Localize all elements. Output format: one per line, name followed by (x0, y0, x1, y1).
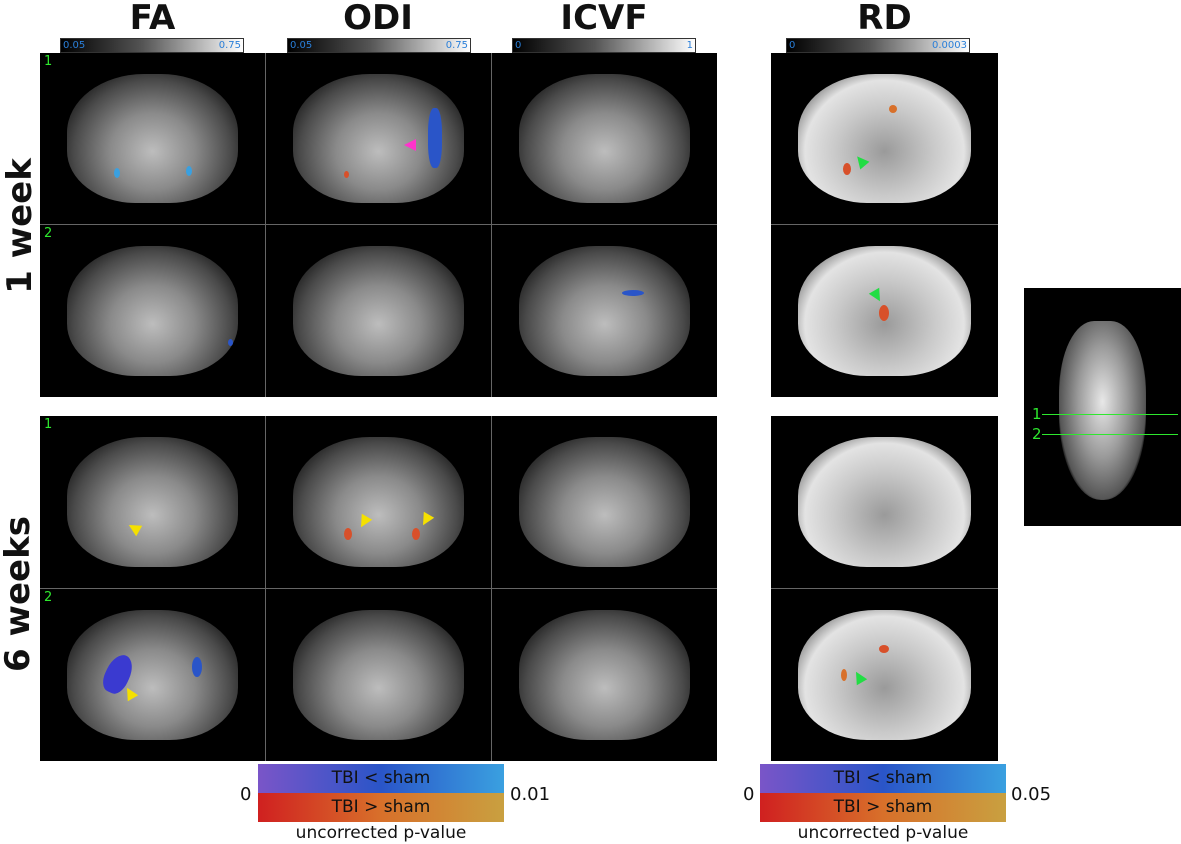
panel-1week-rd (771, 53, 998, 397)
reference-axial-image: 1 2 (1024, 288, 1181, 526)
overlay-blob (879, 645, 889, 653)
row-label-6-weeks: 6 weeks (0, 516, 38, 672)
overlay-blob (622, 290, 644, 296)
magenta-arrowhead-icon (404, 139, 416, 151)
brain-image (293, 245, 464, 377)
overlay-blob (186, 166, 192, 176)
brain-image (798, 609, 971, 741)
brain-image (519, 245, 690, 377)
brain-image (798, 436, 971, 568)
legend-left-min: 0 (240, 784, 252, 805)
cell-rd-6weeks-slice2 (771, 589, 998, 761)
cell-rd-1week-slice1 (771, 53, 998, 224)
overlay-blob (344, 171, 349, 178)
overlay-blob (841, 669, 847, 681)
panel-6weeks-left: 1 2 (40, 416, 717, 761)
slice-number: 1 (44, 54, 53, 69)
legend-red-label: TBI > sham (833, 797, 933, 817)
overlay-blob (228, 339, 233, 346)
brain-image (1058, 321, 1147, 500)
overlay-blob (889, 105, 897, 113)
cell-rd-6weeks-slice1 (771, 416, 998, 588)
legend-blue-label: TBI < sham (833, 768, 933, 788)
slice-line-label-1: 1 (1032, 405, 1042, 423)
column-header-rd: RD (857, 0, 912, 38)
brain-image (519, 73, 690, 204)
divider (771, 224, 998, 225)
brain-image (67, 73, 238, 204)
panel-1week-left: 1 2 (40, 53, 717, 397)
cell-rd-1week-slice2 (771, 225, 998, 397)
legend-blue-band (760, 764, 1006, 793)
slice-line-2 (1042, 434, 1178, 435)
colorbar-icvf-min: 0 (515, 40, 522, 51)
cell-odi-6weeks-slice1 (266, 416, 491, 588)
legend-right-min: 0 (743, 784, 755, 805)
brain-image (519, 436, 690, 568)
legend-red-band (258, 793, 504, 822)
cell-icvf-1week-slice2 (492, 225, 717, 397)
overlay-blob (428, 108, 442, 168)
row-label-1-week: 1 week (0, 158, 40, 294)
slice-number: 2 (44, 590, 53, 605)
cell-fa-6weeks-slice2: 2 (40, 589, 265, 761)
cell-fa-1week-slice1: 1 (40, 53, 265, 224)
colorbar-fa: 0.05 0.75 (60, 38, 244, 53)
legend-left-caption: uncorrected p-value (295, 823, 467, 843)
cell-icvf-6weeks-slice1 (492, 416, 717, 588)
colorbar-fa-max: 0.75 (218, 40, 241, 51)
cell-fa-1week-slice2: 2 (40, 225, 265, 397)
colorbar-rd-min: 0 (789, 40, 796, 51)
slice-line-1 (1042, 414, 1178, 415)
divider (265, 53, 266, 397)
cell-odi-6weeks-slice2 (266, 589, 491, 761)
cell-icvf-6weeks-slice2 (492, 589, 717, 761)
legend-right-caption: uncorrected p-value (797, 823, 969, 843)
legend-red-band (760, 793, 1006, 822)
column-header-odi: ODI (343, 0, 413, 38)
legend-blue-band (258, 764, 504, 793)
colorbar-icvf-max: 1 (686, 40, 693, 51)
column-header-fa: FA (129, 0, 176, 38)
brain-image (67, 436, 238, 568)
panel-6weeks-rd (771, 416, 998, 761)
cell-fa-6weeks-slice1: 1 (40, 416, 265, 588)
slice-number: 2 (44, 226, 53, 241)
colorbar-rd-max: 0.0003 (932, 40, 967, 51)
colorbar-odi: 0.05 0.75 (287, 38, 471, 53)
overlay-blob (114, 168, 120, 178)
cell-odi-1week-slice2 (266, 225, 491, 397)
column-header-icvf: ICVF (560, 0, 648, 38)
brain-image (798, 73, 971, 204)
legend-right-max: 0.05 (1011, 784, 1052, 805)
legend-left-max: 0.01 (510, 784, 551, 805)
legend-left: TBI < sham TBI > sham (258, 764, 504, 822)
brain-image (293, 436, 464, 568)
legend-red-label: TBI > sham (331, 797, 431, 817)
colorbar-odi-max: 0.75 (445, 40, 468, 51)
cell-odi-1week-slice1 (266, 53, 491, 224)
divider (40, 588, 717, 589)
slice-number: 1 (44, 417, 53, 432)
overlay-blob (843, 163, 851, 175)
overlay-blob (192, 657, 202, 677)
legend-blue-label: TBI < sham (331, 768, 431, 788)
brain-image (519, 609, 690, 741)
slice-line-label-2: 2 (1032, 425, 1042, 443)
overlay-blob (412, 528, 420, 540)
divider (40, 224, 717, 225)
overlay-blob (879, 305, 889, 321)
brain-image (293, 609, 464, 741)
overlay-blob (344, 528, 352, 540)
cell-icvf-1week-slice1 (492, 53, 717, 224)
divider (771, 588, 998, 589)
colorbar-icvf: 0 1 (512, 38, 696, 53)
legend-right: TBI < sham TBI > sham (760, 764, 1006, 822)
brain-image (67, 245, 238, 377)
colorbar-odi-min: 0.05 (290, 40, 313, 51)
brain-image (67, 609, 238, 741)
colorbar-fa-min: 0.05 (63, 40, 86, 51)
colorbar-rd: 0 0.0003 (786, 38, 970, 53)
divider (491, 53, 492, 397)
